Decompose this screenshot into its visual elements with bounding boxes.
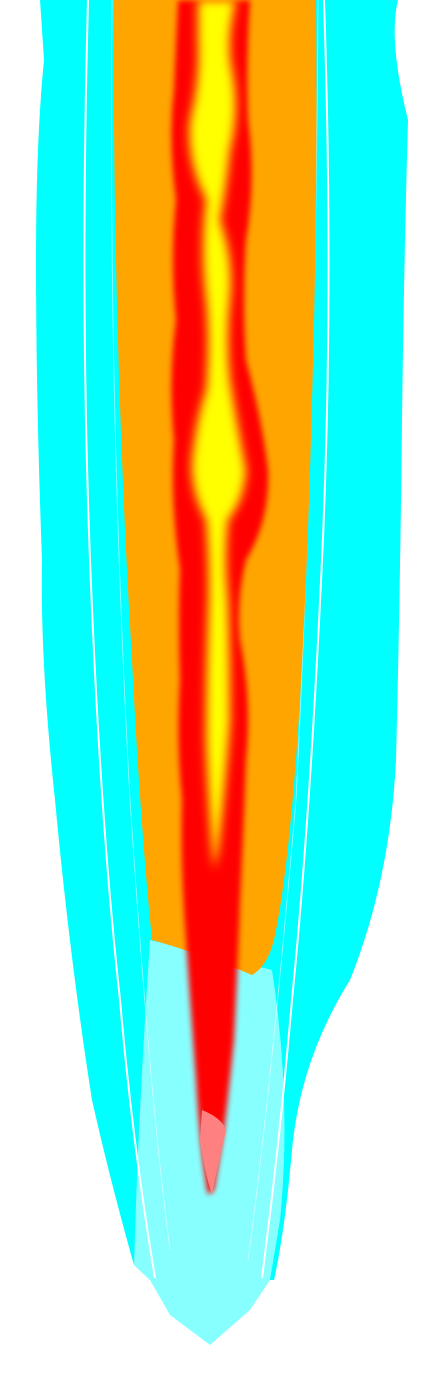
pink-flame-tip xyxy=(200,1110,226,1195)
left-outline-rail xyxy=(83,0,156,1279)
inner-left-rail xyxy=(110,0,171,1251)
right-outline-rail xyxy=(261,0,330,1279)
yellow-core xyxy=(189,0,246,870)
